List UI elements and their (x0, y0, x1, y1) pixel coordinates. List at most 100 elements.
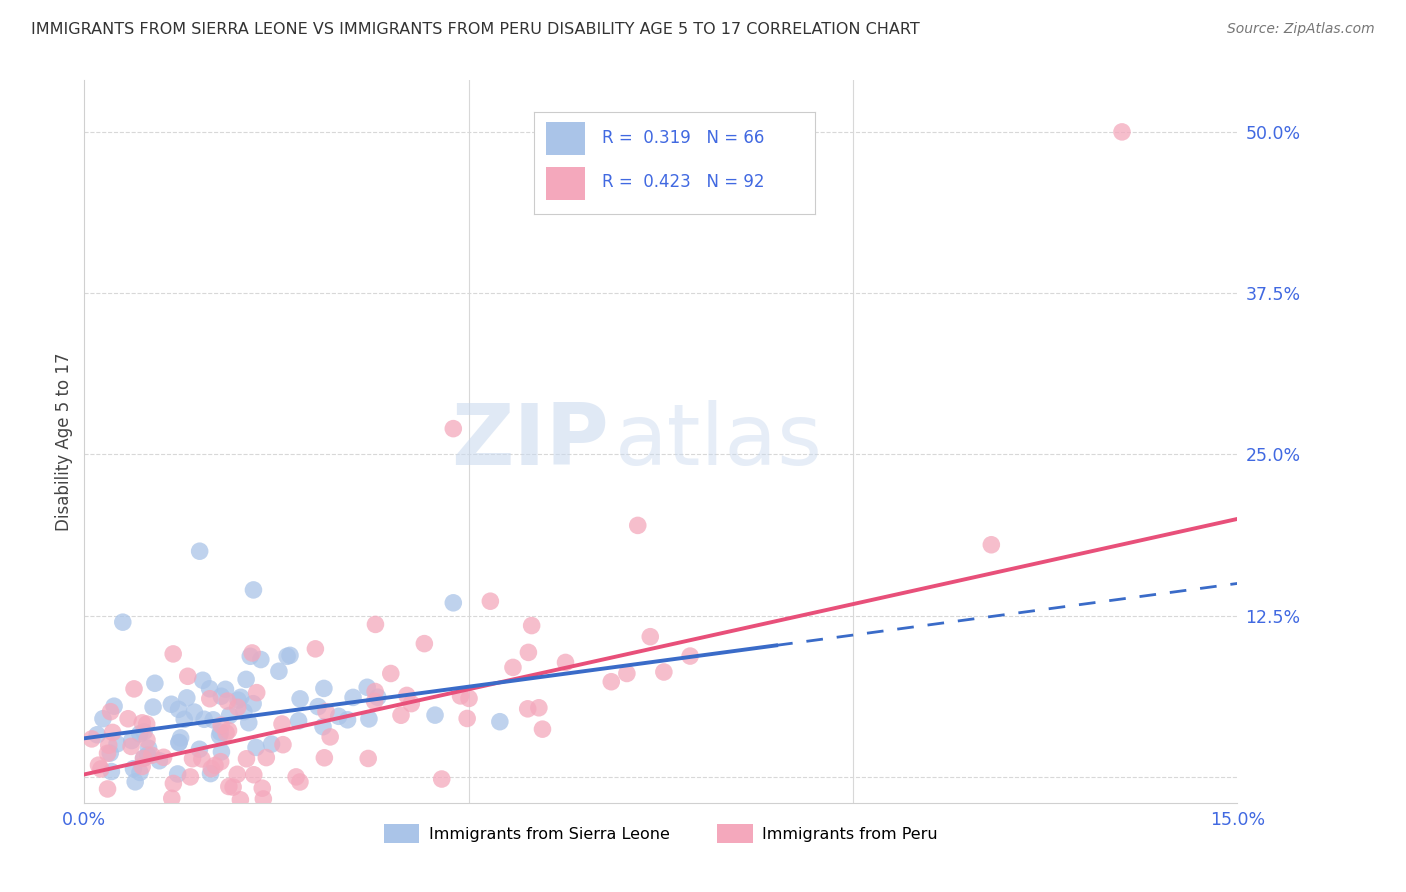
Point (238, 715, 260, 730)
Text: atlas: atlas (614, 400, 823, 483)
Point (242, 697, 264, 711)
Point (181, 752, 204, 766)
Point (276, 649, 298, 664)
Point (98, 746, 121, 760)
Point (363, 694, 385, 708)
Point (226, 826, 249, 840)
Point (222, 780, 245, 794)
Point (254, 750, 277, 764)
Point (479, 594, 502, 608)
Point (229, 793, 252, 807)
Text: IMMIGRANTS FROM SIERRA LEONE VS IMMIGRANTS FROM PERU DISABILITY AGE 5 TO 17 CORR: IMMIGRANTS FROM SIERRA LEONE VS IMMIGRAN… (31, 22, 920, 37)
Point (980, 538, 1002, 552)
Point (173, 712, 195, 726)
Y-axis label: Disability Age 5 to 17: Disability Age 5 to 17 (55, 352, 73, 531)
Point (364, 684, 387, 698)
Point (226, 700, 249, 714)
Point (288, 775, 311, 789)
Point (132, 751, 155, 765)
Point (307, 699, 329, 714)
Point (179, 770, 201, 784)
Point (93, 814, 115, 828)
Point (204, 758, 226, 772)
Point (136, 733, 159, 747)
Point (312, 720, 335, 734)
Point (423, 708, 446, 723)
Point (520, 618, 543, 632)
Point (160, 791, 183, 805)
Point (124, 774, 146, 789)
Bar (546, 167, 585, 200)
Point (271, 717, 294, 731)
Point (86, 728, 108, 742)
Point (209, 718, 232, 732)
Point (138, 741, 160, 756)
Point (267, 665, 290, 679)
Point (489, 714, 512, 729)
Point (122, 681, 145, 696)
Point (357, 712, 380, 726)
Point (188, 544, 211, 558)
Point (142, 700, 165, 714)
Point (177, 669, 200, 683)
Point (218, 708, 240, 723)
Point (679, 649, 702, 664)
Point (252, 781, 274, 796)
Point (131, 715, 153, 730)
Point (652, 665, 675, 679)
Point (250, 821, 273, 835)
Text: R =  0.423   N = 92: R = 0.423 N = 92 (602, 173, 765, 191)
Point (167, 702, 190, 716)
Point (395, 689, 418, 703)
Point (364, 617, 387, 632)
Point (314, 751, 336, 765)
Point (413, 637, 436, 651)
Point (103, 699, 125, 714)
Point (124, 815, 146, 830)
Point (336, 713, 359, 727)
Point (367, 690, 389, 705)
Point (143, 676, 166, 690)
Point (200, 762, 222, 776)
Point (214, 682, 236, 697)
Point (200, 766, 222, 780)
Point (312, 681, 335, 696)
Point (128, 727, 150, 741)
Point (250, 652, 273, 666)
Point (209, 725, 232, 739)
Text: R =  0.319   N = 66: R = 0.319 N = 66 (602, 128, 763, 146)
Point (183, 705, 205, 719)
Point (243, 768, 266, 782)
Point (328, 709, 350, 723)
Point (401, 697, 423, 711)
Point (148, 754, 170, 768)
Point (166, 767, 188, 781)
Point (80, 731, 103, 746)
Point (235, 673, 257, 687)
Point (122, 762, 145, 776)
Point (188, 742, 211, 756)
Point (342, 690, 364, 705)
Point (193, 712, 215, 726)
Point (120, 809, 142, 823)
Point (191, 673, 214, 688)
Point (638, 630, 661, 644)
Point (209, 755, 232, 769)
Point (101, 725, 124, 739)
Point (129, 765, 152, 780)
Point (215, 726, 238, 740)
Point (201, 826, 224, 840)
Point (430, 772, 453, 786)
Point (231, 818, 253, 832)
Bar (546, 122, 585, 154)
Legend: Immigrants from Sierra Leone, Immigrants from Peru: Immigrants from Sierra Leone, Immigrants… (377, 818, 945, 849)
Point (120, 739, 142, 754)
Point (132, 724, 155, 739)
Point (118, 822, 141, 836)
Point (117, 712, 139, 726)
Point (100, 705, 122, 719)
Point (441, 422, 464, 436)
Point (105, 737, 128, 751)
Point (187, 853, 209, 867)
Point (232, 705, 254, 719)
